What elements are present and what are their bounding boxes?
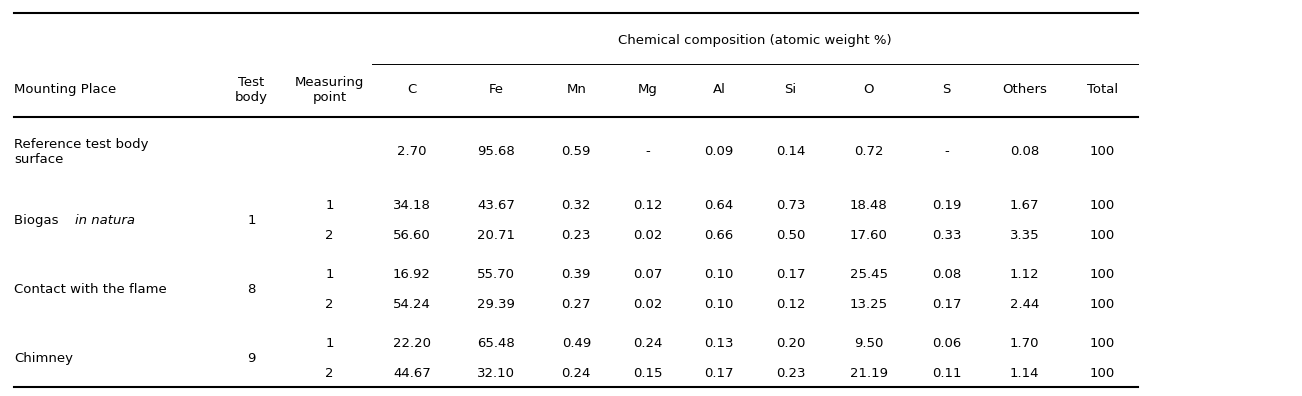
Text: Mg: Mg <box>638 84 658 96</box>
Text: Reference test body
surface: Reference test body surface <box>14 138 148 166</box>
Text: 1.70: 1.70 <box>1010 337 1039 350</box>
Text: 20.71: 20.71 <box>478 229 516 242</box>
Text: 1: 1 <box>326 199 333 212</box>
Text: 1: 1 <box>326 268 333 281</box>
Text: 21.19: 21.19 <box>850 367 888 380</box>
Text: -: - <box>646 145 650 158</box>
Text: 0.17: 0.17 <box>932 298 961 311</box>
Text: 0.23: 0.23 <box>561 229 591 242</box>
Text: 0.23: 0.23 <box>776 367 806 380</box>
Text: 2: 2 <box>326 367 333 380</box>
Text: 9.50: 9.50 <box>854 337 883 350</box>
Text: 0.07: 0.07 <box>633 268 663 281</box>
Text: 100: 100 <box>1090 298 1115 311</box>
Text: 0.12: 0.12 <box>633 199 663 212</box>
Text: Fe: Fe <box>488 84 504 96</box>
Text: 1.12: 1.12 <box>1010 268 1039 281</box>
Text: Chemical composition (atomic weight %): Chemical composition (atomic weight %) <box>618 34 892 47</box>
Text: 32.10: 32.10 <box>478 367 516 380</box>
Text: 0.66: 0.66 <box>704 229 734 242</box>
Text: 0.27: 0.27 <box>561 298 591 311</box>
Text: 3.35: 3.35 <box>1010 229 1039 242</box>
Text: 1.14: 1.14 <box>1010 367 1039 380</box>
Text: 2.70: 2.70 <box>397 145 427 158</box>
Text: 1: 1 <box>247 214 255 227</box>
Text: 29.39: 29.39 <box>478 298 516 311</box>
Text: 0.12: 0.12 <box>776 298 806 311</box>
Text: Biogas: Biogas <box>14 214 62 227</box>
Text: 44.67: 44.67 <box>393 367 431 380</box>
Text: 54.24: 54.24 <box>393 298 431 311</box>
Text: 100: 100 <box>1090 268 1115 281</box>
Text: 0.10: 0.10 <box>704 298 734 311</box>
Text: 22.20: 22.20 <box>393 337 431 350</box>
Text: 0.08: 0.08 <box>1010 145 1039 158</box>
Text: Test
body: Test body <box>234 76 268 104</box>
Text: 0.08: 0.08 <box>932 268 961 281</box>
Text: 100: 100 <box>1090 145 1115 158</box>
Text: 100: 100 <box>1090 337 1115 350</box>
Text: 0.02: 0.02 <box>633 298 663 311</box>
Text: Measuring
point: Measuring point <box>294 76 365 104</box>
Text: 0.06: 0.06 <box>932 337 961 350</box>
Text: Mounting Place: Mounting Place <box>14 84 117 96</box>
Text: 9: 9 <box>247 352 255 365</box>
Text: 0.64: 0.64 <box>704 199 734 212</box>
Text: 95.68: 95.68 <box>478 145 516 158</box>
Text: Contact with the flame: Contact with the flame <box>14 283 167 296</box>
Text: 0.20: 0.20 <box>776 337 806 350</box>
Text: 65.48: 65.48 <box>478 337 516 350</box>
Text: 0.50: 0.50 <box>776 229 806 242</box>
Text: 0.14: 0.14 <box>776 145 806 158</box>
Text: 0.49: 0.49 <box>561 337 591 350</box>
Text: -: - <box>944 145 949 158</box>
Text: 13.25: 13.25 <box>850 298 888 311</box>
Text: 0.33: 0.33 <box>932 229 961 242</box>
Text: 17.60: 17.60 <box>850 229 888 242</box>
Text: 0.02: 0.02 <box>633 229 663 242</box>
Text: 1.67: 1.67 <box>1010 199 1039 212</box>
Text: 0.10: 0.10 <box>704 268 734 281</box>
Text: 100: 100 <box>1090 229 1115 242</box>
Text: 0.24: 0.24 <box>561 367 591 380</box>
Text: 0.11: 0.11 <box>932 367 961 380</box>
Text: 25.45: 25.45 <box>850 268 888 281</box>
Text: 0.13: 0.13 <box>704 337 734 350</box>
Text: 18.48: 18.48 <box>850 199 888 212</box>
Text: 0.59: 0.59 <box>561 145 591 158</box>
Text: Si: Si <box>785 84 797 96</box>
Text: 0.72: 0.72 <box>854 145 883 158</box>
Text: 0.17: 0.17 <box>776 268 806 281</box>
Text: in natura: in natura <box>76 214 135 227</box>
Text: 2: 2 <box>326 229 333 242</box>
Text: 16.92: 16.92 <box>393 268 431 281</box>
Text: C: C <box>408 84 417 96</box>
Text: 0.32: 0.32 <box>561 199 591 212</box>
Text: 55.70: 55.70 <box>478 268 516 281</box>
Text: 0.09: 0.09 <box>704 145 734 158</box>
Text: Others: Others <box>1003 84 1047 96</box>
Text: S: S <box>943 84 950 96</box>
Text: 1: 1 <box>326 337 333 350</box>
Text: Chimney: Chimney <box>14 352 73 365</box>
Text: Mn: Mn <box>566 84 586 96</box>
Text: 0.73: 0.73 <box>776 199 806 212</box>
Text: 34.18: 34.18 <box>393 199 431 212</box>
Text: 43.67: 43.67 <box>478 199 516 212</box>
Text: 2.44: 2.44 <box>1010 298 1039 311</box>
Text: Al: Al <box>712 84 725 96</box>
Text: 2: 2 <box>326 298 333 311</box>
Text: 100: 100 <box>1090 199 1115 212</box>
Text: 8: 8 <box>247 283 255 296</box>
Text: 100: 100 <box>1090 367 1115 380</box>
Text: 0.24: 0.24 <box>633 337 663 350</box>
Text: 0.19: 0.19 <box>932 199 961 212</box>
Text: 56.60: 56.60 <box>393 229 431 242</box>
Text: 0.17: 0.17 <box>704 367 734 380</box>
Text: 0.15: 0.15 <box>633 367 663 380</box>
Text: O: O <box>863 84 874 96</box>
Text: Total: Total <box>1087 84 1118 96</box>
Text: 0.39: 0.39 <box>561 268 591 281</box>
